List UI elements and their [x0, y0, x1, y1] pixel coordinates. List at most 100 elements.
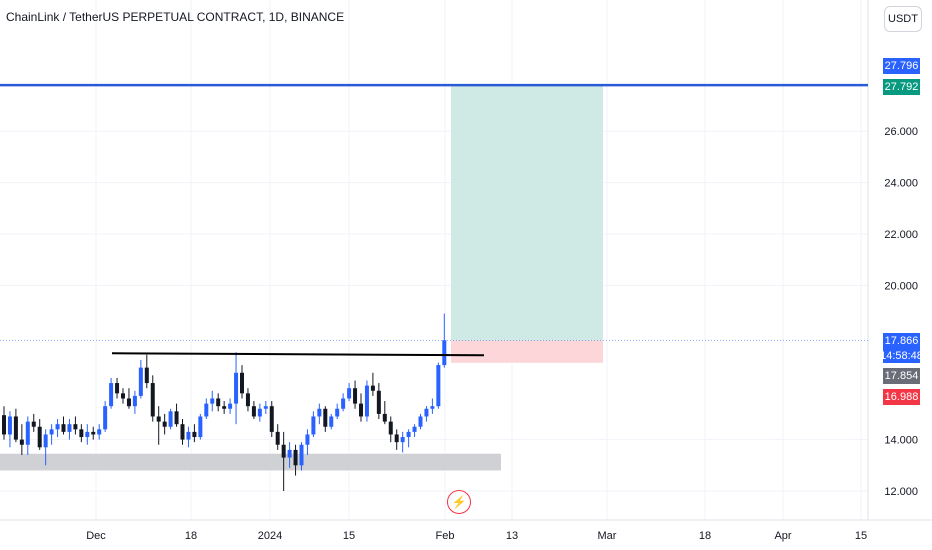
candle-body: [174, 411, 179, 425]
time-tick-label: 15: [343, 530, 355, 542]
candle-body: [269, 406, 274, 432]
candle-body: [299, 444, 304, 466]
countdown-badge: 14:58:48: [880, 349, 923, 363]
candle-body: [430, 406, 435, 409]
candle-body: [216, 398, 221, 407]
candle-body: [400, 437, 405, 443]
trade-zones: [0, 85, 868, 471]
time-tick-label: 18: [699, 530, 711, 542]
candle-body: [204, 403, 209, 417]
entry-badge: 17.854: [883, 368, 920, 384]
candle-body: [353, 388, 358, 404]
stop-zone: [451, 340, 603, 363]
time-axis[interactable]: Dec 18 2024 15 Feb 13 Mar 18 Apr 15: [86, 530, 867, 542]
candle-body: [406, 431, 411, 438]
candle-body: [85, 431, 90, 438]
candle-body: [138, 367, 143, 396]
candle-body: [305, 434, 310, 445]
price-tick-label: 26.000: [884, 126, 918, 138]
candle-body: [49, 429, 54, 435]
lightning-icon[interactable]: ⚡: [447, 490, 471, 514]
price-axis[interactable]: 12.000 14.000 20.000 22.000 24.000 26.000: [884, 126, 918, 498]
candle-body: [67, 424, 72, 432]
price-tick-label: 20.000: [884, 280, 918, 292]
price-tick-label: 12.000: [884, 486, 918, 498]
candle-body: [364, 385, 369, 417]
candle-body: [121, 393, 125, 399]
candle-body: [275, 431, 280, 445]
candle-body: [228, 403, 233, 409]
time-tick-label: 2024: [258, 530, 282, 542]
candle-body: [323, 408, 328, 427]
candle-body: [156, 416, 161, 422]
candle-body: [186, 431, 191, 440]
candle-body: [382, 413, 387, 422]
candle-body: [168, 411, 173, 427]
candle-body: [103, 406, 108, 430]
time-tick-label: 13: [506, 530, 518, 542]
candle-body: [19, 439, 24, 445]
candle-body: [376, 390, 381, 414]
candle-body: [245, 393, 250, 407]
candle-body: [192, 431, 197, 438]
time-tick-label: Dec: [86, 530, 106, 542]
candle-body: [55, 424, 60, 430]
candle-body: [388, 421, 393, 435]
candle-body: [329, 416, 334, 427]
candle-body: [132, 395, 137, 407]
drawn-lines: [0, 83, 868, 357]
candle-body: [335, 408, 340, 417]
candle-body: [31, 421, 36, 427]
candle-body: [2, 415, 6, 435]
candle-body: [442, 340, 447, 366]
price-tick-label: 14.000: [884, 435, 918, 447]
currency-button[interactable]: USDT: [884, 6, 922, 32]
candle-body: [251, 406, 256, 417]
candle-body: [370, 385, 375, 391]
candle-body: [317, 408, 322, 417]
candle-body: [115, 383, 120, 394]
support-zone: [0, 453, 501, 471]
candle-body: [210, 398, 215, 404]
stop-badge: 16.988: [883, 389, 920, 405]
candle-body: [126, 398, 131, 407]
candle-body: [281, 444, 286, 458]
candle-body: [240, 372, 244, 394]
target-zone: [451, 85, 603, 341]
candle-body: [257, 408, 262, 417]
candle-body: [97, 429, 102, 435]
candle-body: [263, 406, 268, 409]
candle-body: [436, 365, 441, 407]
candle-body: [341, 398, 346, 409]
candle-body: [61, 424, 66, 432]
price-tick-label: 24.000: [884, 178, 918, 190]
resistance-line: [111, 352, 485, 357]
candle-body: [109, 383, 114, 407]
candle-body: [180, 424, 185, 440]
candle-body: [25, 421, 30, 445]
candle-body: [37, 426, 42, 448]
target-line-badge: 27.792: [883, 79, 920, 95]
candle-body: [43, 434, 48, 448]
candle-body: [13, 416, 18, 440]
candle-body: [162, 421, 167, 427]
candle-body: [418, 416, 423, 427]
candle-body: [222, 406, 227, 409]
candle-body: [198, 416, 203, 438]
target-top-badge: 27.796: [883, 58, 920, 74]
candle-body: [359, 403, 363, 417]
candle-body: [287, 449, 292, 458]
candle-body: [79, 429, 84, 438]
candle-body: [394, 434, 399, 443]
time-tick-label: 15: [855, 530, 867, 542]
candle-body: [150, 383, 155, 417]
time-tick-label: Feb: [436, 530, 455, 542]
time-tick-label: 18: [185, 530, 197, 542]
candle-body: [91, 431, 96, 435]
candle-body: [7, 416, 12, 435]
chart-title: ChainLink / TetherUS PERPETUAL CONTRACT,…: [6, 10, 345, 24]
candles: [2, 313, 447, 491]
time-tick-label: Apr: [774, 530, 791, 542]
last-price-badge: 17.866: [883, 333, 920, 349]
